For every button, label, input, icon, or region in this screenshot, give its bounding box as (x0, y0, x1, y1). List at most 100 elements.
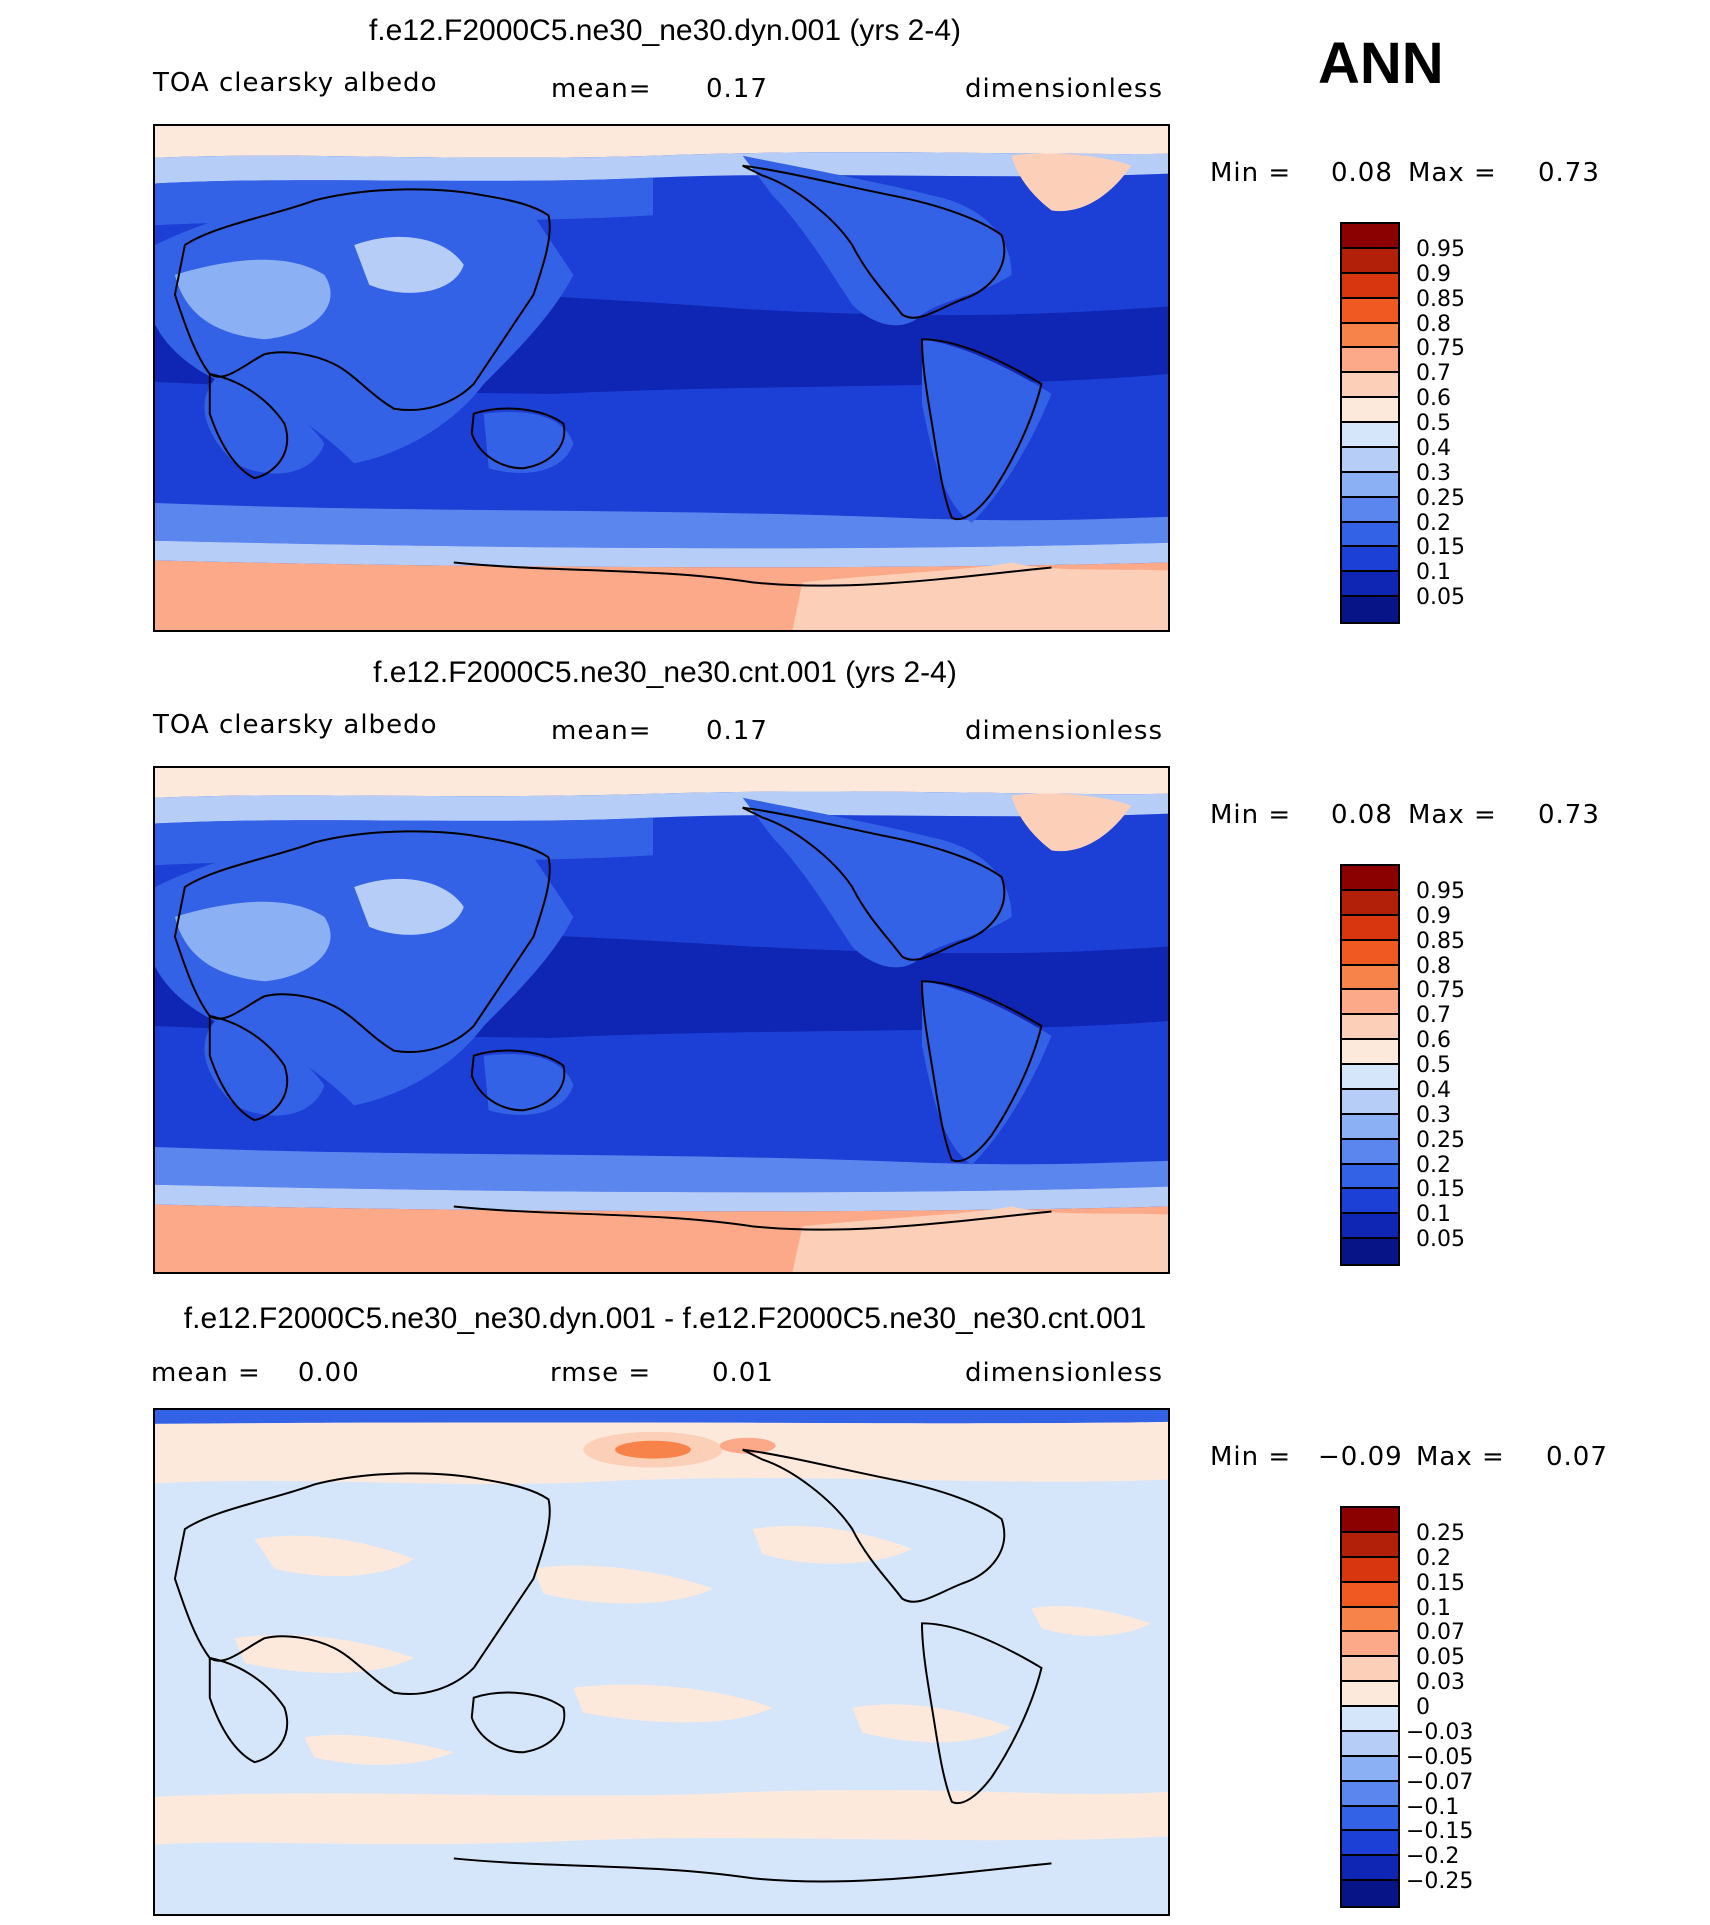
colorbar-swatch (1342, 1065, 1398, 1090)
colorbar-swatch (1342, 1831, 1398, 1857)
panel-2-units: dimensionless (965, 716, 1163, 746)
colorbar-swatch (1342, 224, 1398, 249)
panel-3-units: dimensionless (965, 1358, 1163, 1388)
panel-3-rmse-value: 0.01 (712, 1358, 774, 1388)
panel-3-title: f.e12.F2000C5.ne30_ne30.dyn.001 - f.e12.… (183, 1302, 1147, 1335)
colorbar-tick-label: 0.2 (1416, 1545, 1451, 1571)
colorbar-swatch (1342, 1557, 1398, 1583)
colorbar-swatch (1342, 472, 1398, 498)
colorbar-swatch (1342, 298, 1398, 324)
panel-1-max-value: 0.73 (1538, 158, 1600, 188)
colorbar-swatch (1342, 323, 1398, 349)
colorbar-swatch (1342, 1756, 1398, 1782)
colorbar-tick-label: 0.25 (1416, 1127, 1465, 1153)
colorbar-tick-label: 0.15 (1416, 535, 1465, 561)
colorbar-tick-label: 0.6 (1416, 386, 1451, 412)
colorbar-swatch (1342, 1781, 1398, 1807)
colorbar-swatch (1342, 423, 1398, 448)
panel-2-min-label: Min = (1210, 800, 1292, 830)
panel-3-rmse-label: rmse = (550, 1358, 652, 1388)
colorbar-tick-label: −0.25 (1406, 1869, 1474, 1895)
colorbar-tick-label: 0.8 (1416, 311, 1451, 337)
panel-2-variable: TOA clearsky albedo (153, 710, 438, 740)
panel-1-variable: TOA clearsky albedo (153, 68, 438, 98)
colorbar-swatch (1342, 248, 1398, 274)
colorbar-swatch (1342, 1508, 1398, 1533)
colorbar-swatch (1342, 1657, 1398, 1683)
colorbar-swatch (1342, 348, 1398, 374)
colorbar-tick-label: −0.07 (1406, 1769, 1474, 1795)
colorbar-swatch (1342, 1114, 1398, 1140)
colorbar-swatch (1342, 1089, 1398, 1115)
colorbar-swatch (1342, 866, 1398, 891)
panel-1-units: dimensionless (965, 74, 1163, 104)
colorbar-swatch (1342, 990, 1398, 1016)
colorbar-swatch (1342, 1189, 1398, 1215)
colorbar-swatch (1342, 1682, 1398, 1707)
colorbar-tick-label: 0.85 (1416, 286, 1465, 312)
season-label: ANN (1318, 31, 1444, 96)
colorbar-tick-label: 0.3 (1416, 1102, 1451, 1128)
colorbar-tick-label: 0.25 (1416, 1520, 1465, 1546)
panel-1-colorbar (1340, 222, 1400, 624)
colorbar-tick-label: 0.07 (1416, 1620, 1465, 1646)
colorbar-swatch (1342, 915, 1398, 941)
colorbar-swatch (1342, 597, 1398, 622)
colorbar-tick-label: 0.15 (1416, 1570, 1465, 1596)
colorbar-tick-label: 0.4 (1416, 435, 1451, 461)
colorbar-tick-label: −0.1 (1406, 1794, 1460, 1820)
panel-2-max-label: Max = (1408, 800, 1497, 830)
colorbar-tick-label: 0.05 (1416, 585, 1465, 611)
colorbar-tick-label: 0.1 (1416, 560, 1451, 586)
panel-3-map (153, 1408, 1170, 1916)
colorbar-swatch (1342, 447, 1398, 473)
colorbar-tick-label: 0.1 (1416, 1202, 1451, 1228)
colorbar-swatch (1342, 497, 1398, 523)
colorbar-swatch (1342, 1015, 1398, 1041)
panel-1-max-label: Max = (1408, 158, 1497, 188)
colorbar-swatch (1342, 890, 1398, 916)
colorbar-tick-label: 0.75 (1416, 336, 1465, 362)
colorbar-tick-label: 0.03 (1416, 1670, 1465, 1696)
panel-3-min-label: Min = (1210, 1442, 1292, 1472)
panel-2-min-value: 0.08 (1331, 800, 1393, 830)
colorbar-tick-label: 0 (1416, 1695, 1430, 1720)
colorbar-swatch (1342, 1632, 1398, 1658)
colorbar-tick-label: 0.05 (1416, 1227, 1465, 1253)
colorbar-tick-label: 0.95 (1416, 236, 1465, 262)
panel-1-min-value: 0.08 (1331, 158, 1393, 188)
colorbar-tick-label: 0.7 (1416, 361, 1451, 387)
colorbar-swatch (1342, 1806, 1398, 1832)
colorbar-swatch (1342, 1139, 1398, 1165)
colorbar-tick-label: 0.1 (1416, 1595, 1451, 1621)
colorbar-tick-label: 0.25 (1416, 485, 1465, 511)
colorbar-tick-label: 0.7 (1416, 1003, 1451, 1029)
colorbar-tick-label: −0.03 (1406, 1719, 1474, 1745)
colorbar-swatch (1342, 572, 1398, 598)
colorbar-tick-label: 0.3 (1416, 460, 1451, 486)
panel-1-min-label: Min = (1210, 158, 1292, 188)
colorbar-tick-label: 0.5 (1416, 411, 1451, 436)
colorbar-tick-label: 0.9 (1416, 261, 1451, 287)
panel-1-map (153, 124, 1170, 632)
colorbar-swatch (1342, 522, 1398, 548)
panel-3-colorbar (1340, 1506, 1400, 1908)
colorbar-tick-label: 0.15 (1416, 1177, 1465, 1203)
colorbar-swatch (1342, 273, 1398, 299)
colorbar-tick-label: 0.6 (1416, 1028, 1451, 1054)
colorbar-swatch (1342, 1881, 1398, 1906)
colorbar-swatch (1342, 398, 1398, 423)
colorbar-swatch (1342, 373, 1398, 399)
colorbar-tick-label: 0.4 (1416, 1077, 1451, 1103)
colorbar-swatch (1342, 1731, 1398, 1757)
panel-1-mean-value: 0.17 (706, 74, 768, 104)
colorbar-swatch (1342, 1239, 1398, 1264)
colorbar-tick-label: 0.2 (1416, 1152, 1451, 1178)
panel-3-mean: mean = 0.00 (151, 1358, 360, 1388)
colorbar-swatch (1342, 965, 1398, 991)
panel-2-max-value: 0.73 (1538, 800, 1600, 830)
colorbar-tick-label: −0.05 (1406, 1744, 1474, 1770)
panel-2-mean-value: 0.17 (706, 716, 768, 746)
panel-1-mean-label: mean= (551, 74, 652, 104)
colorbar-tick-label: 0.8 (1416, 953, 1451, 979)
